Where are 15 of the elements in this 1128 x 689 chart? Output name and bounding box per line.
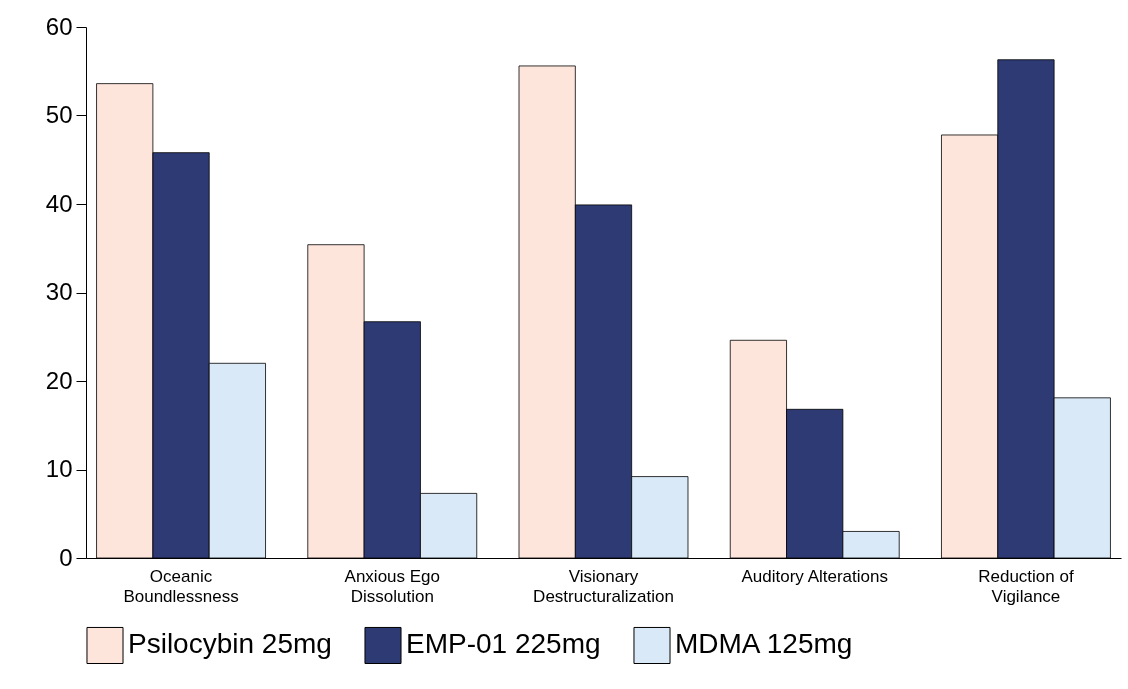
y-tick-label: 40 bbox=[45, 189, 73, 217]
x-tick-label: Reduction of Vigilance bbox=[978, 566, 1074, 606]
legend-label: Psilocybin 25mg bbox=[128, 628, 332, 660]
x-tick-label: Oceanic Boundlessness bbox=[123, 566, 239, 606]
y-tick-label: 50 bbox=[45, 101, 73, 128]
x-tick-label: Visionary Destructuralization bbox=[533, 566, 674, 606]
x-tick-label: Anxious Ego Dissolution bbox=[344, 566, 440, 606]
legend-label: MDMA 125mg bbox=[675, 628, 853, 660]
x-tick-label: Auditory Alterations bbox=[741, 566, 888, 586]
y-tick-label: 30 bbox=[45, 278, 73, 305]
y-tick-label: 0 bbox=[59, 543, 73, 571]
y-tick-label: 10 bbox=[45, 455, 73, 482]
y-tick-label: 20 bbox=[45, 366, 73, 394]
y-tick-label: 60 bbox=[45, 12, 73, 40]
legend-label: EMP-01 225mg bbox=[406, 628, 601, 660]
